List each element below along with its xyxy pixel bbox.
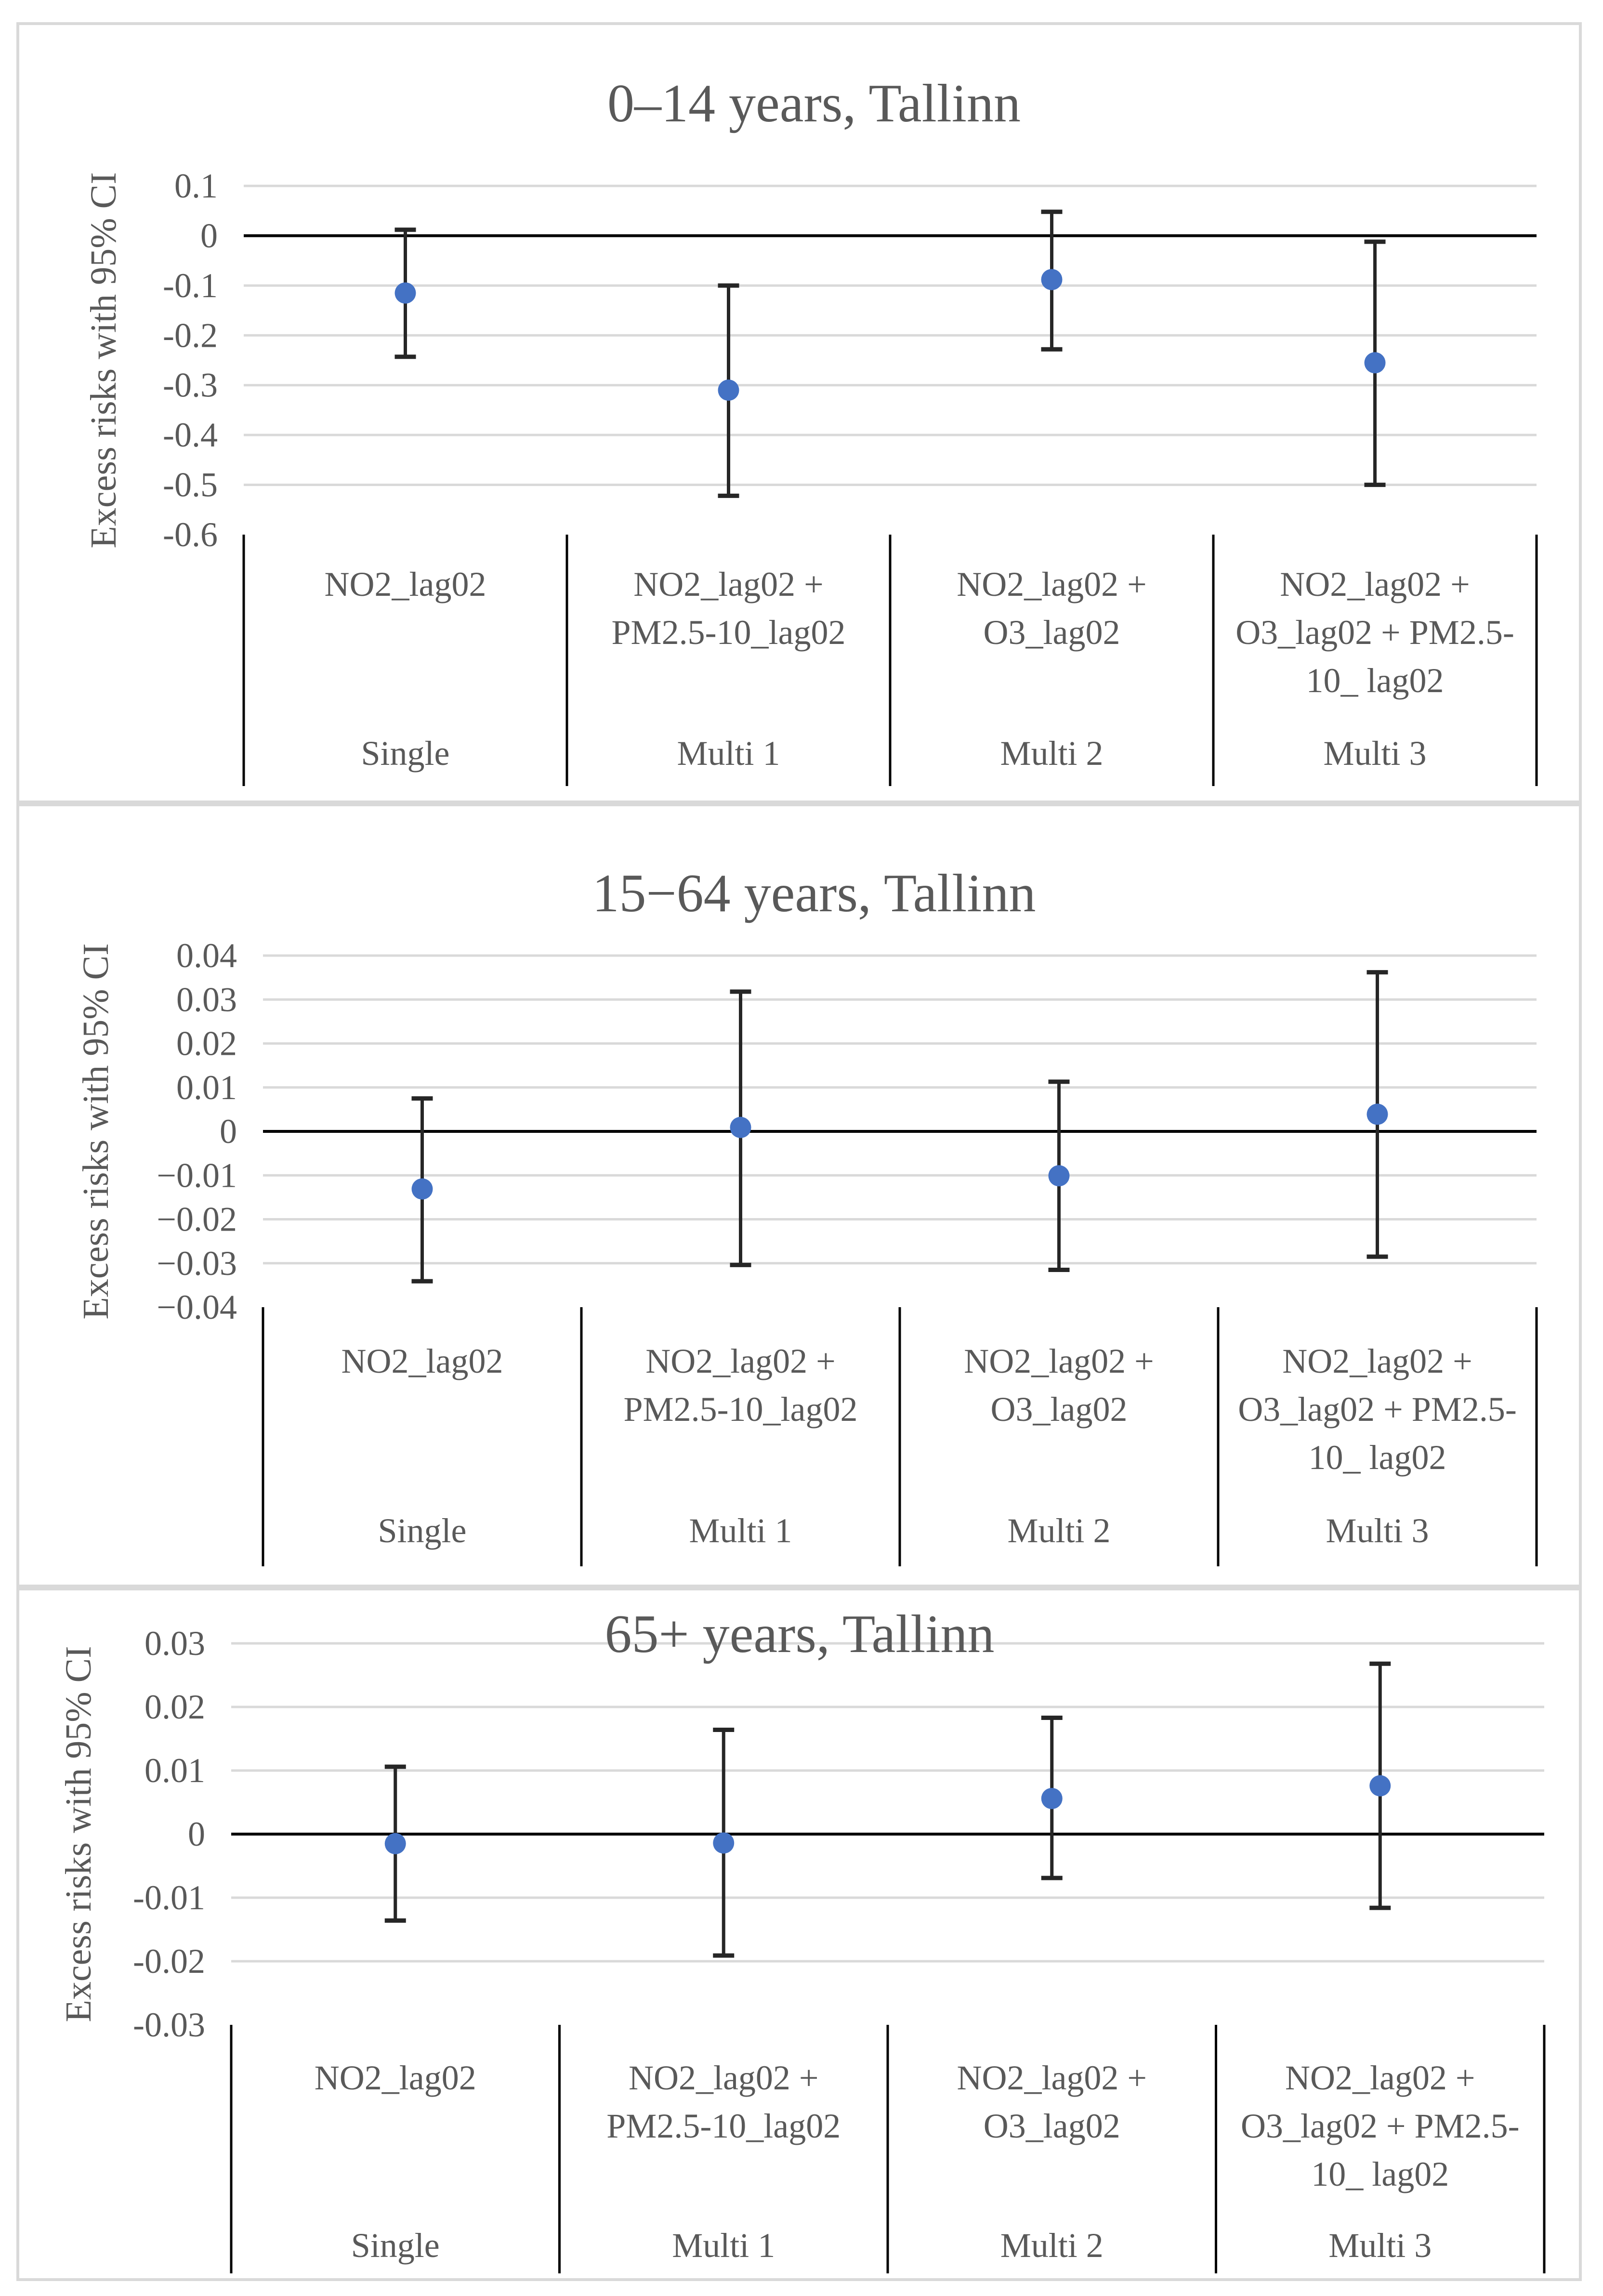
y-tick-label: -0.3 [163, 366, 218, 405]
data-point [384, 1833, 406, 1854]
y-axis-label: Excess risks with 95% CI [76, 943, 116, 1319]
category-group-label: Multi 1 [677, 734, 780, 773]
category-model-label: 10_ lag02 [1309, 1438, 1446, 1477]
y-tick-label: 0.02 [145, 1688, 205, 1726]
y-tick-label: −0.04 [157, 1288, 237, 1326]
category-model-label: O3_lag02 [984, 613, 1120, 652]
category-model-label: O3_lag02 + PM2.5- [1241, 2107, 1520, 2145]
category-model-label: NO2_lag02 [342, 1342, 503, 1380]
y-tick-label: -0.6 [163, 515, 218, 554]
category-group-label: Multi 2 [1000, 734, 1103, 773]
category-model-label: PM2.5-10_lag02 [612, 613, 846, 652]
y-tick-label: 0 [200, 216, 218, 255]
y-tick-label: 0.02 [176, 1024, 237, 1063]
chart-panel-0-14: 0.1 0 -0.1 -0.2 -0.3 -0.4 -0.5 -0.6 0–14 years, … [16, 22, 1582, 803]
category-group-label: Multi 3 [1328, 2226, 1432, 2265]
y-tick-label: -0.1 [163, 266, 218, 305]
y-tick-label: 0.01 [145, 1751, 205, 1790]
category-model-label: NO2_lag02 + [964, 1342, 1154, 1380]
chart-title: 15−64 years, Tallinn [592, 864, 1036, 923]
category-model-label: NO2_lag02 + [645, 1342, 836, 1380]
category-model-label: O3_lag02 [991, 1390, 1128, 1429]
y-tick-label: −0.01 [157, 1156, 237, 1194]
category-group-label: Single [361, 734, 449, 773]
y-tick-label: 0.1 [174, 167, 218, 205]
category-model-label: NO2_lag02 + [1280, 565, 1470, 604]
y-tick-label: 0.04 [176, 936, 237, 975]
y-tick-label: −0.03 [157, 1244, 237, 1283]
category-group-label: Single [378, 1511, 466, 1550]
data-point [1041, 1788, 1063, 1810]
data-point [1366, 1103, 1388, 1125]
y-axis-label: Excess risks with 95% CI [58, 1646, 99, 2022]
chart-title: 65+ years, Tallinn [604, 1604, 994, 1664]
category-model-label: NO2_lag02 + [629, 2059, 819, 2097]
data-point [411, 1178, 433, 1200]
category-model-label: 10_ lag02 [1311, 2155, 1449, 2193]
chart-panel-65-plus: 0.03 0.02 0.01 0 -0.01 -0.02 -0.03 65+ years, T… [16, 1588, 1582, 2281]
data-point [1369, 1775, 1391, 1797]
category-model-label: NO2_lag02 + [633, 565, 824, 604]
data-point [1041, 269, 1063, 290]
y-tick-label: 0.03 [145, 1624, 205, 1663]
category-model-label: O3_lag02 [984, 2107, 1120, 2145]
category-group-label: Single [351, 2226, 440, 2265]
y-axis-label: Excess risks with 95% CI [83, 172, 124, 548]
category-group-label: Multi 3 [1323, 734, 1426, 773]
y-tick-label: 0.01 [176, 1068, 237, 1107]
category-model-label: 10_ lag02 [1306, 661, 1444, 700]
chart-title: 0–14 years, Tallinn [607, 74, 1021, 133]
data-point [394, 282, 416, 304]
category-model-label: PM2.5-10_lag02 [606, 2107, 841, 2145]
category-group-label: Multi 1 [672, 2226, 775, 2265]
category-group-label: Multi 2 [1000, 2226, 1104, 2265]
data-point [1364, 352, 1386, 374]
category-group-label: Multi 1 [689, 1511, 792, 1550]
category-model-label: NO2_lag02 + [1285, 2059, 1475, 2097]
data-point [718, 380, 739, 401]
chart-15-64: 0.04 0.03 0.02 0.01 0 −0.01 −0.02 −0.03 −0.04 15−… [76, 864, 1538, 1566]
chart-65-plus: 0.03 0.02 0.01 0 -0.01 -0.02 -0.03 65+ years, T… [58, 1604, 1546, 2273]
category-model-label: NO2_lag02 [315, 2059, 476, 2097]
y-tick-label: −0.02 [157, 1200, 237, 1239]
category-model-label: NO2_lag02 + [957, 565, 1147, 604]
y-tick-label: 0.03 [176, 980, 237, 1019]
category-group-label: Multi 3 [1326, 1511, 1429, 1550]
y-tick-label: -0.03 [133, 2006, 205, 2044]
chart-panel-15-64: 0.04 0.03 0.02 0.01 0 −0.01 −0.02 −0.03 −0.04 15−… [16, 803, 1582, 1588]
data-point [713, 1832, 735, 1854]
y-tick-label: 0 [188, 1815, 205, 1853]
y-tick-label: 0 [220, 1112, 237, 1151]
category-model-label: NO2_lag02 + [1282, 1342, 1472, 1380]
y-tick-label: -0.4 [163, 416, 218, 454]
y-tick-label: -0.01 [133, 1878, 205, 1917]
category-model-label: NO2_lag02 + [957, 2059, 1147, 2097]
data-point [730, 1116, 751, 1138]
y-tick-label: -0.2 [163, 316, 218, 354]
y-tick-label: -0.02 [133, 1942, 205, 1981]
chart-0-14: 0.1 0 -0.1 -0.2 -0.3 -0.4 -0.5 -0.6 0–14 years, … [83, 74, 1538, 786]
category-model-label: O3_lag02 + PM2.5- [1238, 1390, 1517, 1429]
y-tick-label: -0.5 [163, 466, 218, 504]
data-point [1048, 1165, 1070, 1187]
category-model-label: PM2.5-10_lag02 [624, 1390, 858, 1429]
category-model-label: O3_lag02 + PM2.5- [1235, 613, 1514, 652]
category-model-label: NO2_lag02 [325, 565, 486, 604]
category-group-label: Multi 2 [1007, 1511, 1110, 1550]
